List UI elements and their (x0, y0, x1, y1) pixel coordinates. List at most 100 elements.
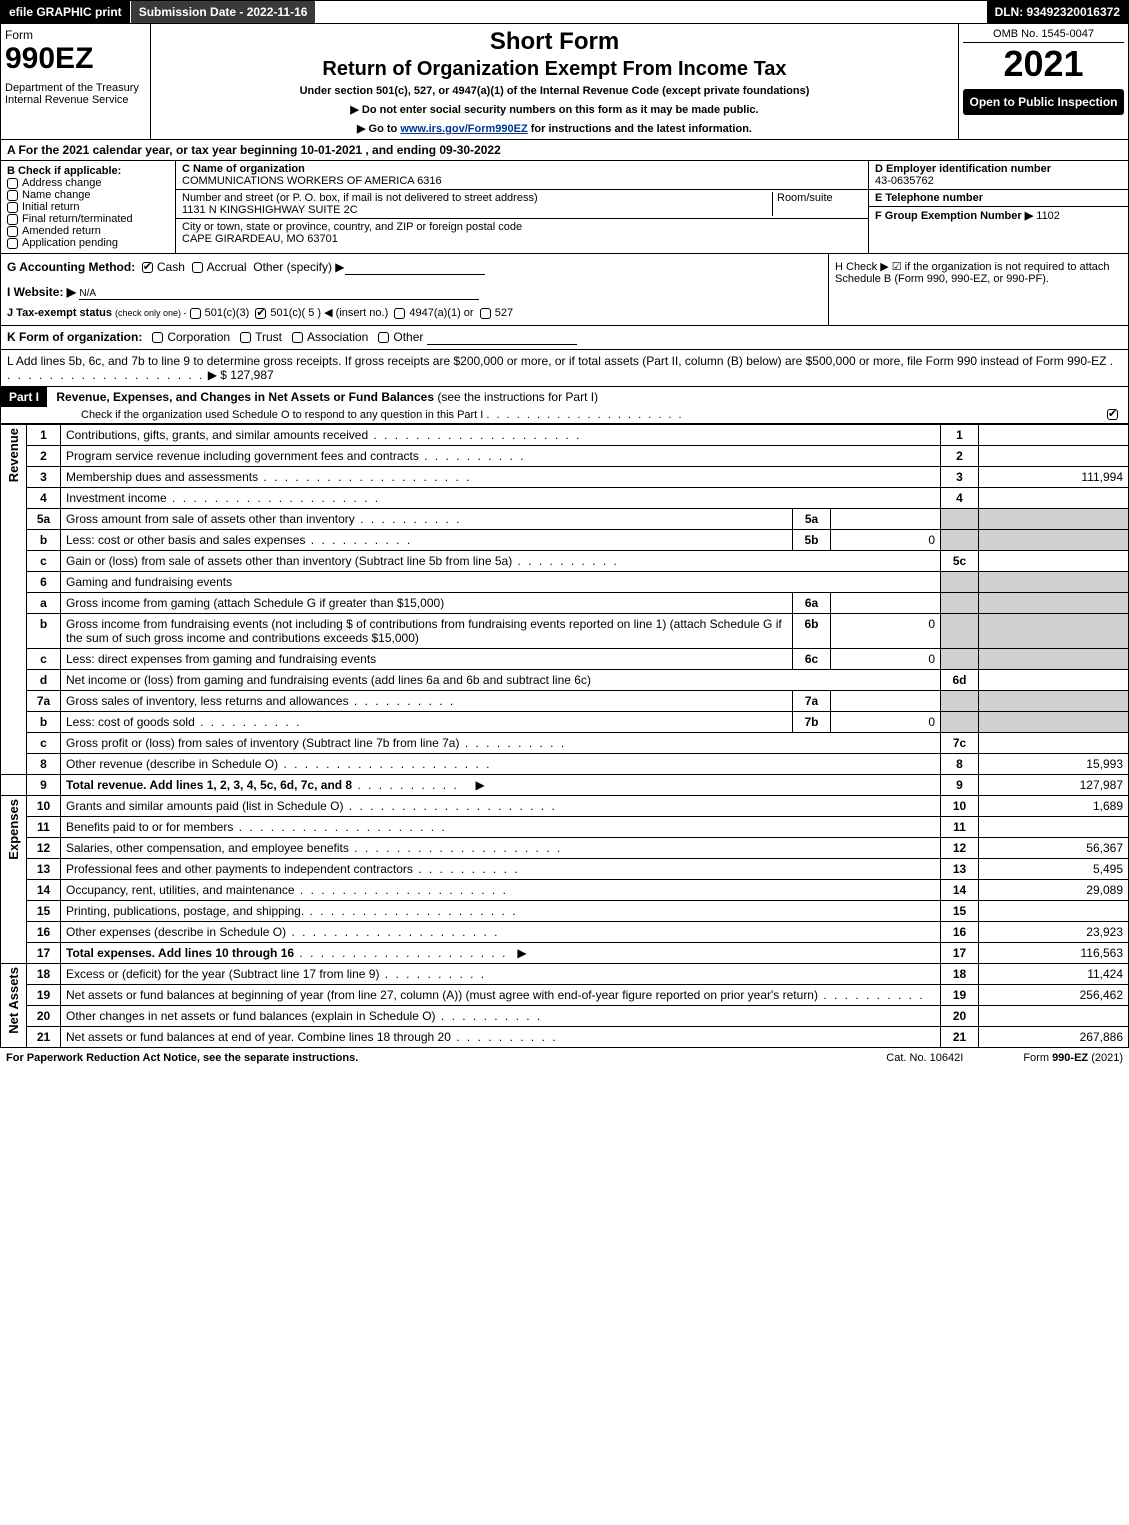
checkbox-address-change[interactable] (7, 178, 18, 189)
checkbox-501c3[interactable] (190, 308, 201, 319)
subline-num: 5a (793, 509, 831, 530)
col-def: D Employer identification number 43-0635… (868, 161, 1128, 253)
line-desc: Gross income from gaming (attach Schedul… (61, 593, 793, 614)
tax-year: 2021 (963, 43, 1124, 85)
table-row: bGross income from fundraising events (n… (1, 614, 1129, 649)
line-num: a (27, 593, 61, 614)
line-val: 267,886 (979, 1027, 1129, 1048)
line-desc: Gross sales of inventory, less returns a… (66, 694, 349, 708)
checkbox-527[interactable] (480, 308, 491, 319)
checkbox-association[interactable] (292, 332, 303, 343)
line-desc: Gaming and fundraising events (61, 572, 941, 593)
c-street-value: 1131 N KINGSHIGHWAY SUITE 2C (182, 204, 358, 216)
line-desc: Net assets or fund balances at end of ye… (66, 1030, 451, 1044)
line-desc: Professional fees and other payments to … (66, 862, 413, 876)
line-val (979, 551, 1129, 572)
footer-center: Cat. No. 10642I (886, 1052, 963, 1064)
h-text: H Check ▶ ☑ if the organization is not r… (828, 254, 1128, 325)
subline-num: 6b (793, 614, 831, 649)
line-rnum: 11 (941, 817, 979, 838)
line-val: 56,367 (979, 838, 1129, 859)
part1-header: Part I Revenue, Expenses, and Changes in… (0, 387, 1129, 424)
line-desc: Printing, publications, postage, and shi… (66, 904, 304, 918)
checkbox-4947[interactable] (394, 308, 405, 319)
checkbox-name-change[interactable] (7, 190, 18, 201)
line-desc: Salaries, other compensation, and employ… (66, 841, 349, 855)
subline-val: 0 (831, 530, 941, 551)
line-desc: Benefits paid to or for members (66, 820, 233, 834)
subline-val (831, 509, 941, 530)
irs-link[interactable]: www.irs.gov/Form990EZ (400, 123, 527, 135)
line-num: 15 (27, 901, 61, 922)
table-row: 2Program service revenue including gover… (1, 446, 1129, 467)
j-note: (check only one) - (115, 308, 187, 318)
d-value: 43-0635762 (875, 175, 1122, 187)
page-footer: For Paperwork Reduction Act Notice, see … (0, 1048, 1129, 1068)
goto-suffix: for instructions and the latest informat… (528, 123, 752, 135)
checkbox-trust[interactable] (240, 332, 251, 343)
checkbox-amended-return[interactable] (7, 226, 18, 237)
opt-other-org: Other (393, 330, 423, 344)
line-num: 3 (27, 467, 61, 488)
line-val: 127,987 (979, 775, 1129, 796)
line-num: 5a (27, 509, 61, 530)
line-num: 1 (27, 425, 61, 446)
checkbox-initial-return[interactable] (7, 202, 18, 213)
line-val: 29,089 (979, 880, 1129, 901)
checkbox-accrual[interactable] (192, 262, 203, 273)
table-row: bLess: cost of goods sold7b0 (1, 712, 1129, 733)
d-label: D Employer identification number (875, 163, 1122, 175)
table-row: 20Other changes in net assets or fund ba… (1, 1006, 1129, 1027)
line-val (979, 446, 1129, 467)
l-text: L Add lines 5b, 6c, and 7b to line 9 to … (7, 354, 1106, 368)
line-val: 15,993 (979, 754, 1129, 775)
b-label: B Check if applicable: (7, 165, 169, 177)
line-desc: Membership dues and assessments (66, 470, 258, 484)
sidelabel-netassets: Net Assets (6, 967, 21, 1034)
col-b-checkboxes: B Check if applicable: Address change Na… (1, 161, 176, 253)
form-label: Form (5, 28, 146, 42)
sidelabel-expenses: Expenses (6, 799, 21, 860)
line-rnum: 1 (941, 425, 979, 446)
line-rnum: 7c (941, 733, 979, 754)
line-num: c (27, 733, 61, 754)
line-val (979, 425, 1129, 446)
opt-other: Other (specify) ▶ (253, 260, 344, 274)
lines-table: Revenue 1Contributions, gifts, grants, a… (0, 424, 1129, 1048)
i-value: N/A (79, 288, 479, 300)
part1-sub: Check if the organization used Schedule … (81, 409, 483, 421)
line-desc: Total revenue. Add lines 1, 2, 3, 4, 5c,… (66, 778, 352, 792)
table-row: dNet income or (loss) from gaming and fu… (1, 670, 1129, 691)
open-public-badge: Open to Public Inspection (963, 89, 1124, 115)
checkbox-final-return[interactable] (7, 214, 18, 225)
opt-4947: 4947(a)(1) or (409, 307, 473, 319)
line-val: 11,424 (979, 964, 1129, 985)
checkbox-schedule-o[interactable] (1107, 409, 1118, 420)
opt-initial-return: Initial return (22, 201, 79, 213)
line-desc: Net income or (loss) from gaming and fun… (61, 670, 941, 691)
line-val: 256,462 (979, 985, 1129, 1006)
dln-label: DLN: 93492320016372 (987, 1, 1128, 23)
subline-num: 5b (793, 530, 831, 551)
subline-val: 0 (831, 649, 941, 670)
line-num: b (27, 614, 61, 649)
line-num: 8 (27, 754, 61, 775)
line-desc: Less: cost of goods sold (66, 715, 195, 729)
part1-title: Revenue, Expenses, and Changes in Net As… (50, 390, 434, 404)
line-desc: Contributions, gifts, grants, and simila… (66, 428, 368, 442)
table-row: Net Assets 18Excess or (deficit) for the… (1, 964, 1129, 985)
line-num: 4 (27, 488, 61, 509)
c-name-label: C Name of organization (182, 163, 862, 175)
checkbox-application-pending[interactable] (7, 238, 18, 249)
checkbox-other-org[interactable] (378, 332, 389, 343)
line-num: 19 (27, 985, 61, 1006)
e-label: E Telephone number (875, 192, 1122, 204)
checkbox-501c[interactable] (255, 308, 266, 319)
submission-date: Submission Date - 2022-11-16 (131, 1, 316, 23)
line-rnum: 15 (941, 901, 979, 922)
subtitle-ssn: ▶ Do not enter social security numbers o… (159, 103, 950, 116)
checkbox-cash[interactable] (142, 262, 153, 273)
efile-print-button[interactable]: efile GRAPHIC print (1, 1, 131, 23)
checkbox-corporation[interactable] (152, 332, 163, 343)
line-num: c (27, 649, 61, 670)
